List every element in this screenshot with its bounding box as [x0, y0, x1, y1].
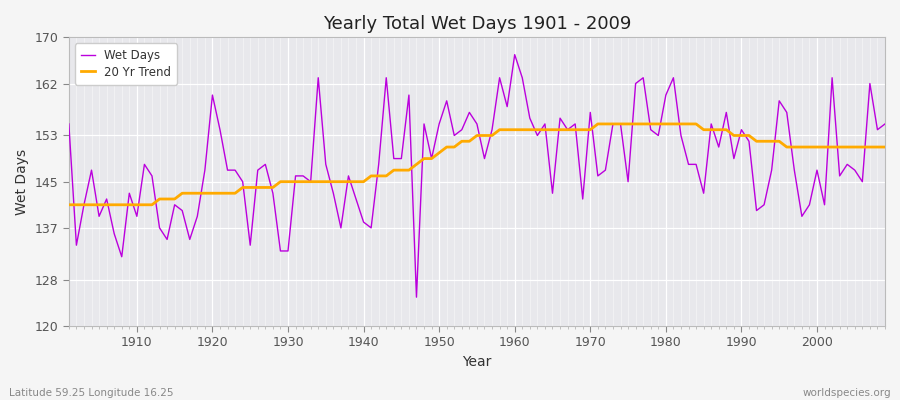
Wet Days — [517, 75, 527, 80]
Wet Days — [411, 295, 422, 300]
20 Yr Trend — [124, 202, 135, 207]
Wet Days — [525, 116, 535, 120]
Title: Yearly Total Wet Days 1901 - 2009: Yearly Total Wet Days 1901 - 2009 — [323, 15, 631, 33]
20 Yr Trend — [502, 127, 513, 132]
Text: Latitude 59.25 Longitude 16.25: Latitude 59.25 Longitude 16.25 — [9, 388, 174, 398]
20 Yr Trend — [290, 179, 301, 184]
Wet Days — [509, 52, 520, 57]
Wet Days — [290, 174, 301, 178]
Line: Wet Days: Wet Days — [68, 55, 885, 297]
20 Yr Trend — [879, 145, 890, 150]
Wet Days — [336, 226, 346, 230]
20 Yr Trend — [63, 202, 74, 207]
X-axis label: Year: Year — [463, 355, 491, 369]
Y-axis label: Wet Days: Wet Days — [15, 149, 29, 215]
Legend: Wet Days, 20 Yr Trend: Wet Days, 20 Yr Trend — [75, 43, 177, 84]
20 Yr Trend — [592, 122, 603, 126]
Wet Days — [63, 122, 74, 126]
20 Yr Trend — [336, 179, 346, 184]
20 Yr Trend — [608, 122, 618, 126]
Wet Days — [615, 122, 626, 126]
Line: 20 Yr Trend: 20 Yr Trend — [68, 124, 885, 205]
Wet Days — [879, 122, 890, 126]
Wet Days — [124, 191, 135, 196]
Text: worldspecies.org: worldspecies.org — [803, 388, 891, 398]
20 Yr Trend — [509, 127, 520, 132]
